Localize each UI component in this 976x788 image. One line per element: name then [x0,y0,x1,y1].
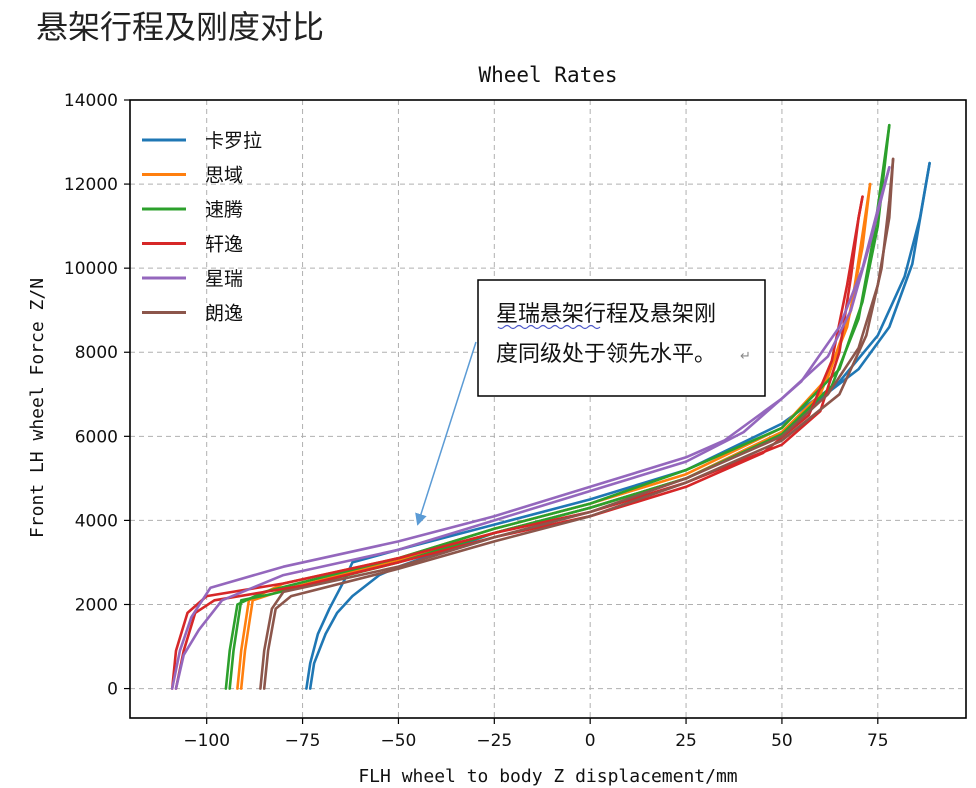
grid-lines [130,99,966,718]
legend-label: 轩逸 [205,234,243,256]
spellcheck-underline [497,324,601,330]
series-line-3-branch-2 [228,123,891,690]
return-mark: ↵ [740,349,751,364]
x-axis-label: FLH wheel to body Z displacement/mm [358,766,737,787]
series-line-1-branch-1 [305,161,931,690]
y-tick-label: 12000 [64,175,118,195]
series-line-1-branch-2 [308,161,931,690]
annotation: 星瑞悬架行程及悬架刚 度同级处于领先水平。 ↵ [415,279,766,526]
legend-label: 朗逸 [205,303,243,325]
x-tick-label: −75 [285,731,321,751]
annotation-box [477,279,766,397]
y-tick-label: 2000 [75,595,118,615]
chart-title: Wheel Rates [478,63,617,87]
x-tick-label: 0 [585,731,596,751]
x-tick-label: −25 [476,731,512,751]
y-axis-ticks: 0 2000 4000 6000 8000 10000 12000 14000 [64,91,130,700]
legend-label: 星瑞 [205,268,243,290]
series-line-6-branch-2 [262,157,895,690]
legend-label: 思域 [205,165,243,187]
legend-label: 速腾 [205,199,243,221]
y-tick-label: 14000 [64,91,118,111]
y-tick-label: 4000 [75,511,118,531]
legend-label: 卡罗拉 [205,130,262,152]
annotation-arrow [415,341,477,526]
annotation-text-line-2: 度同级处于领先水平。 [496,342,716,367]
plot-frame [129,99,967,719]
page-heading: 悬架行程及刚度对比 [36,8,325,46]
y-tick-label: 0 [107,680,118,700]
x-tick-label: 25 [675,731,697,751]
x-tick-label: 50 [771,731,793,751]
series-line-5-branch-2 [174,166,891,690]
y-axis-label: Front LH wheel Force Z/N [27,278,48,538]
x-axis-ticks: −100 −75 −50 −25 0 25 50 75 [183,718,889,751]
y-tick-label: 10000 [64,259,118,279]
y-tick-label: 8000 [75,343,118,363]
series-lines [170,123,931,690]
x-tick-label: −100 [183,731,230,751]
series-line-5-branch-1 [170,166,891,690]
x-tick-label: −50 [380,731,416,751]
x-tick-label: 75 [867,731,889,751]
y-tick-label: 6000 [75,427,118,447]
annotation-text-line-1: 星瑞悬架行程及悬架刚 [496,302,716,327]
